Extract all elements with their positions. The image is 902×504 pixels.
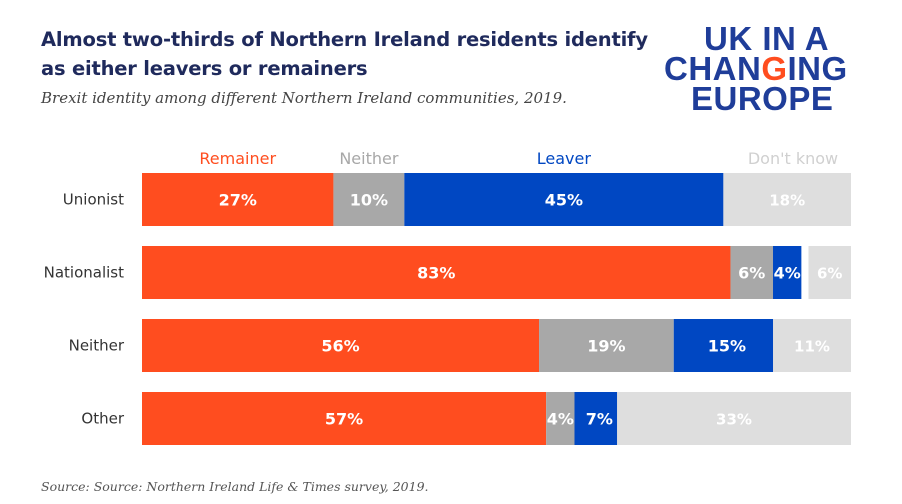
value-label-leaver-unionist: 45% bbox=[545, 191, 583, 210]
value-label-remainer-neither: 56% bbox=[321, 337, 359, 356]
bar-don-t-know-unionist bbox=[723, 173, 851, 226]
chart-title: Almost two-thirds of Northern Ireland re… bbox=[41, 28, 648, 80]
value-label-remainer-other: 57% bbox=[325, 410, 363, 429]
value-label-remainer-nationalist: 83% bbox=[417, 264, 455, 283]
category-label-neither: Neither bbox=[69, 337, 125, 355]
bar-remainer-nationalist bbox=[142, 246, 731, 299]
logo-line-2-end: ING bbox=[787, 50, 848, 87]
bar-remainer-unionist bbox=[142, 173, 334, 226]
bar-leaver-unionist bbox=[404, 173, 724, 226]
value-label-remainer-unionist: 27% bbox=[219, 191, 257, 210]
logo-line-2-start: CHAN bbox=[664, 50, 762, 87]
bar-don-t-know-other bbox=[617, 392, 851, 445]
value-label-don-t-know-neither: 11% bbox=[794, 338, 830, 356]
bar-neither-neither bbox=[539, 319, 674, 372]
value-label-neither-neither: 19% bbox=[587, 337, 625, 356]
source-note: Source: Source: Northern Ireland Life & … bbox=[41, 479, 429, 494]
value-label-leaver-other: 7% bbox=[586, 410, 613, 429]
logo-line-2: CHANGING bbox=[664, 52, 864, 85]
legend-don-t-know: Don't know bbox=[748, 149, 838, 168]
bar-neither-nationalist bbox=[730, 246, 774, 299]
bar-leaver-other bbox=[574, 392, 625, 445]
logo-line-1: UK IN A bbox=[704, 20, 830, 57]
bar-don-t-know-neither bbox=[773, 319, 851, 372]
legend-leaver: Leaver bbox=[537, 149, 592, 168]
stacked-bar-chart: Remainer Neither Leaver Don't know Unionist 2… bbox=[44, 149, 851, 445]
chart-subtitle: Brexit identity among different Northern… bbox=[41, 89, 567, 107]
logo-line-3: EUROPE bbox=[691, 80, 834, 117]
bar-remainer-other bbox=[142, 392, 547, 445]
value-label-don-t-know-other: 33% bbox=[716, 411, 752, 429]
value-label-leaver-neither: 15% bbox=[708, 337, 746, 356]
category-label-unionist: Unionist bbox=[63, 191, 124, 209]
value-label-neither-nationalist: 6% bbox=[738, 264, 765, 283]
value-label-don-t-know-unionist: 18% bbox=[769, 192, 805, 210]
uk-in-a-changing-europe-logo: UK IN A CHANGING EUROPE bbox=[664, 20, 864, 117]
value-label-don-t-know-nationalist: 6% bbox=[817, 265, 842, 283]
category-label-other: Other bbox=[81, 410, 124, 428]
bar-leaver-nationalist bbox=[773, 246, 802, 299]
bar-neither-other bbox=[546, 392, 575, 445]
legend-remainer: Remainer bbox=[199, 149, 276, 168]
logo-accent-letter: G bbox=[761, 50, 788, 87]
category-label-nationalist: Nationalist bbox=[44, 264, 124, 282]
value-label-neither-other: 4% bbox=[547, 410, 574, 429]
legend-neither: Neither bbox=[339, 149, 399, 168]
value-label-neither-unionist: 10% bbox=[350, 191, 388, 210]
bar-remainer-neither bbox=[142, 319, 540, 372]
bar-don-t-know-nationalist bbox=[808, 246, 851, 299]
bar-neither-unionist bbox=[333, 173, 405, 226]
bar-leaver-neither bbox=[673, 319, 781, 372]
value-label-leaver-nationalist: 4% bbox=[774, 264, 801, 283]
